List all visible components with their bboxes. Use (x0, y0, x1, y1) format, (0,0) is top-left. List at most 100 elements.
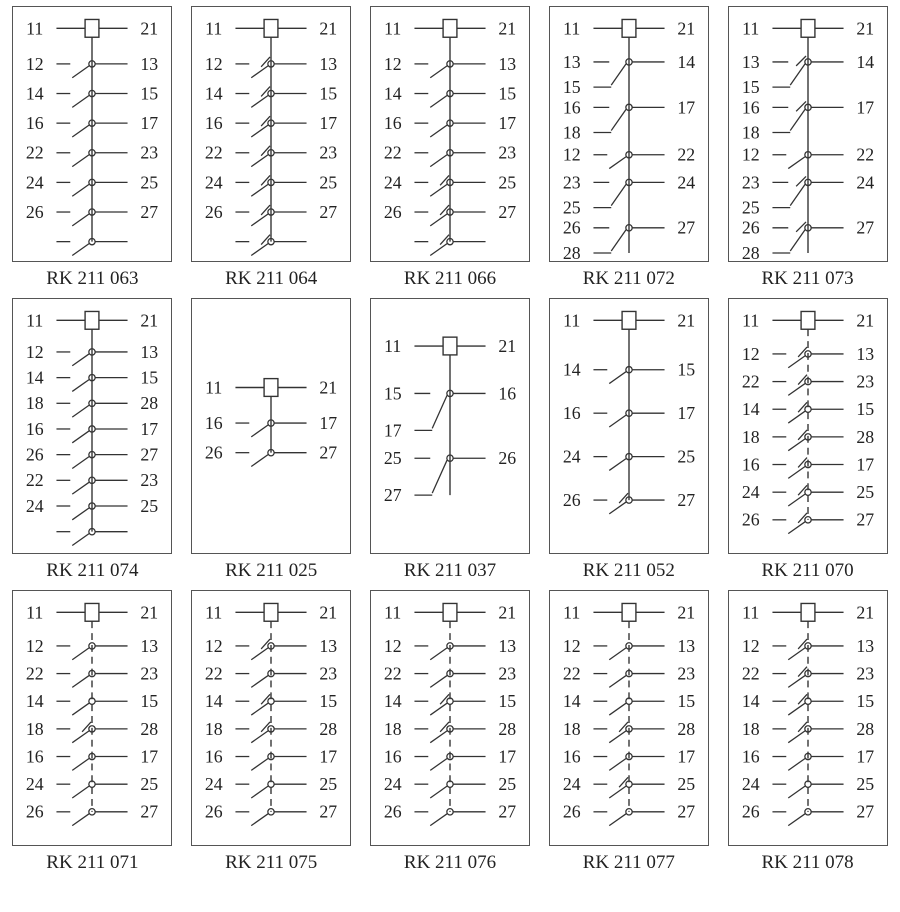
diagram-box: 112116172627 (191, 298, 351, 554)
svg-text:22: 22 (563, 664, 581, 684)
diagram-caption: RK 211 074 (46, 560, 138, 582)
diagram-box: 11211213222314151828161724252627 (728, 590, 888, 846)
svg-text:23: 23 (141, 470, 159, 490)
svg-text:12: 12 (741, 145, 759, 165)
svg-text:26: 26 (563, 490, 581, 510)
svg-text:26: 26 (26, 202, 44, 222)
svg-text:15: 15 (384, 383, 402, 403)
svg-text:25: 25 (677, 774, 695, 794)
svg-text:21: 21 (856, 310, 874, 330)
svg-text:24: 24 (563, 447, 581, 467)
svg-text:14: 14 (563, 691, 581, 711)
svg-text:28: 28 (320, 719, 338, 739)
svg-text:23: 23 (141, 143, 159, 163)
svg-text:25: 25 (141, 172, 159, 192)
svg-text:16: 16 (498, 383, 516, 403)
svg-text:28: 28 (856, 427, 874, 447)
svg-text:12: 12 (563, 145, 581, 165)
diagram-cell: 11211213222314151828161724252627RK 211 0… (364, 590, 537, 874)
svg-text:18: 18 (741, 719, 759, 739)
svg-text:16: 16 (741, 746, 759, 766)
svg-text:28: 28 (741, 243, 759, 259)
svg-text:17: 17 (677, 403, 695, 423)
svg-text:11: 11 (563, 18, 580, 38)
svg-text:11: 11 (384, 602, 401, 622)
svg-text:28: 28 (141, 719, 159, 739)
diagram-cell: 1121151617252627RK 211 037 (364, 298, 537, 582)
svg-text:27: 27 (677, 218, 695, 238)
svg-text:24: 24 (856, 172, 874, 192)
svg-text:11: 11 (205, 377, 222, 397)
svg-text:24: 24 (741, 774, 759, 794)
svg-text:16: 16 (26, 746, 44, 766)
svg-text:25: 25 (141, 774, 159, 794)
svg-text:24: 24 (26, 496, 44, 516)
diagram-caption: RK 211 075 (225, 852, 317, 874)
svg-text:25: 25 (384, 448, 402, 468)
diagram-box: 1121121314151617222324252627 (191, 6, 351, 262)
diagram-box: 11211314151617181222232425262728 (728, 6, 888, 262)
svg-text:27: 27 (141, 202, 159, 222)
svg-text:16: 16 (741, 97, 759, 117)
svg-text:15: 15 (856, 691, 874, 711)
svg-text:24: 24 (205, 774, 223, 794)
svg-text:11: 11 (384, 336, 401, 356)
svg-text:22: 22 (384, 143, 402, 163)
svg-text:17: 17 (498, 746, 516, 766)
svg-text:15: 15 (320, 691, 338, 711)
diagram-box: 1121151617252627 (370, 298, 530, 554)
svg-text:18: 18 (741, 427, 759, 447)
diagram-box: 11211213222314151828161724252627 (728, 298, 888, 554)
svg-text:22: 22 (26, 664, 44, 684)
svg-text:17: 17 (498, 113, 516, 133)
svg-text:25: 25 (856, 482, 874, 502)
svg-text:11: 11 (563, 310, 580, 330)
svg-text:24: 24 (741, 482, 759, 502)
svg-text:13: 13 (320, 636, 338, 656)
svg-text:13: 13 (141, 636, 159, 656)
svg-text:23: 23 (498, 664, 516, 684)
svg-text:14: 14 (677, 52, 695, 72)
svg-text:17: 17 (856, 454, 874, 474)
svg-text:12: 12 (741, 636, 759, 656)
svg-text:11: 11 (563, 602, 580, 622)
svg-text:23: 23 (741, 172, 759, 192)
diagram-caption: RK 211 052 (583, 560, 675, 582)
svg-text:15: 15 (856, 399, 874, 419)
svg-text:15: 15 (677, 691, 695, 711)
svg-text:14: 14 (563, 360, 581, 380)
svg-text:11: 11 (742, 602, 759, 622)
svg-text:15: 15 (677, 360, 695, 380)
svg-text:27: 27 (856, 218, 874, 238)
svg-text:13: 13 (498, 636, 516, 656)
svg-text:26: 26 (741, 218, 759, 238)
diagram-caption: RK 211 066 (404, 268, 496, 290)
svg-text:18: 18 (741, 122, 759, 142)
svg-text:23: 23 (856, 664, 874, 684)
diagram-grid: 1121121314151617222324252627RK 211 06311… (6, 6, 894, 874)
diagram-caption: RK 211 071 (46, 852, 138, 874)
svg-text:26: 26 (741, 510, 759, 530)
svg-text:26: 26 (498, 448, 516, 468)
svg-text:13: 13 (563, 52, 581, 72)
svg-text:26: 26 (741, 802, 759, 822)
svg-text:11: 11 (27, 602, 44, 622)
svg-text:16: 16 (563, 97, 581, 117)
svg-text:25: 25 (563, 198, 581, 218)
diagram-box: 1121121314151617222324252627 (370, 6, 530, 262)
svg-text:27: 27 (498, 202, 516, 222)
svg-text:24: 24 (26, 774, 44, 794)
svg-text:13: 13 (856, 636, 874, 656)
svg-text:11: 11 (205, 602, 222, 622)
svg-text:22: 22 (677, 145, 695, 165)
svg-text:16: 16 (741, 454, 759, 474)
svg-text:24: 24 (384, 774, 402, 794)
diagram-box: 11211314151617181222232425262728 (549, 6, 709, 262)
svg-text:24: 24 (26, 172, 44, 192)
svg-text:23: 23 (563, 172, 581, 192)
svg-text:15: 15 (320, 83, 338, 103)
svg-text:13: 13 (141, 54, 159, 74)
svg-text:11: 11 (27, 310, 44, 330)
svg-text:27: 27 (856, 510, 874, 530)
svg-text:27: 27 (856, 802, 874, 822)
